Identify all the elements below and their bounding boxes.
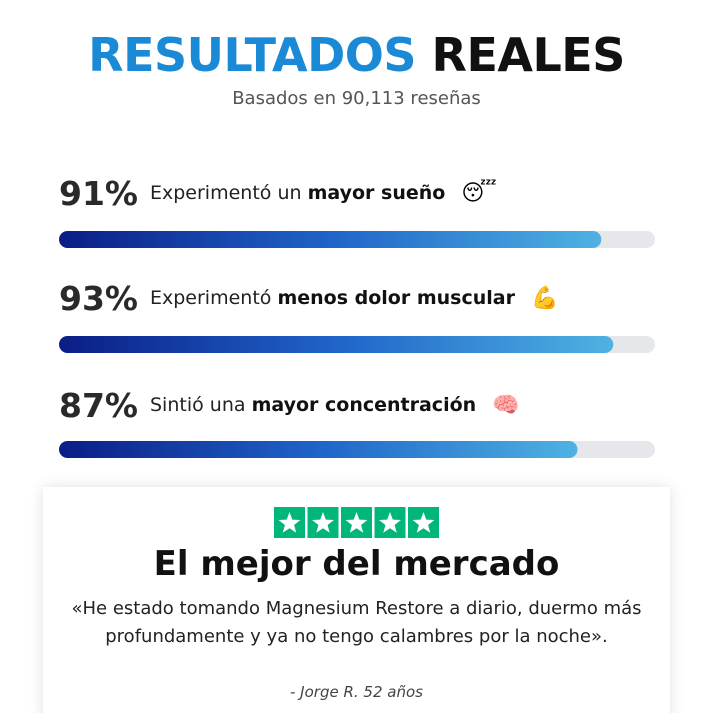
- stat-text-plain: Experimentó un: [150, 182, 302, 204]
- stat-row: 91% Experimentó un mayor sueño 😴: [59, 171, 679, 215]
- stat-text-plain: Experimentó: [150, 287, 272, 309]
- stat-row: 87% Sintió una mayor concentración 🧠: [59, 383, 679, 427]
- stat-text: Experimentó un mayor sueño: [150, 182, 445, 204]
- stat-text-bold: menos dolor muscular: [277, 287, 515, 309]
- stat-row: 93% Experimentó menos dolor muscular 💪: [59, 276, 679, 320]
- stat-emoji: 💪: [530, 285, 559, 311]
- stat-bar: [59, 336, 655, 353]
- review-author: - Jorge R. 52 años: [290, 683, 423, 701]
- title: RESULTADOS REALES: [0, 28, 713, 82]
- review-heading: El mejor del mercado: [153, 544, 560, 584]
- stat-text-bold: mayor concentración: [251, 394, 477, 416]
- bar-fill: [59, 441, 578, 458]
- title-black: REALES: [431, 28, 626, 82]
- stat-text: Experimentó menos dolor muscular: [150, 287, 515, 309]
- stat-emoji: 🧠: [492, 392, 520, 418]
- bar-fill: [59, 336, 614, 353]
- stat-text: Sintió una mayor concentración: [150, 394, 476, 416]
- star: [412, 512, 435, 533]
- stat-text-plain: Sintió una: [150, 394, 246, 416]
- stat-bar: [59, 231, 655, 248]
- stat-percent: 87%: [59, 385, 138, 425]
- star: [312, 512, 334, 533]
- bar-fill: [59, 231, 602, 248]
- stat-percent: 91%: [59, 173, 138, 213]
- star-rating: [274, 507, 439, 538]
- star: [278, 512, 301, 533]
- stat-emoji: 😴: [461, 180, 497, 206]
- title-blue: RESULTADOS: [88, 28, 417, 82]
- stat-percent: 93%: [59, 278, 138, 318]
- review-quote: «He estado tomando Magnesium Restore a d…: [71, 598, 642, 647]
- subtitle: Basados en 90,113 reseñas: [232, 88, 481, 109]
- star: [379, 512, 401, 533]
- star: [345, 512, 368, 533]
- review-card: El mejor del mercado «He estado tomando …: [43, 487, 670, 713]
- stat-bar: [59, 441, 655, 458]
- stat-text-bold: mayor sueño: [307, 182, 446, 204]
